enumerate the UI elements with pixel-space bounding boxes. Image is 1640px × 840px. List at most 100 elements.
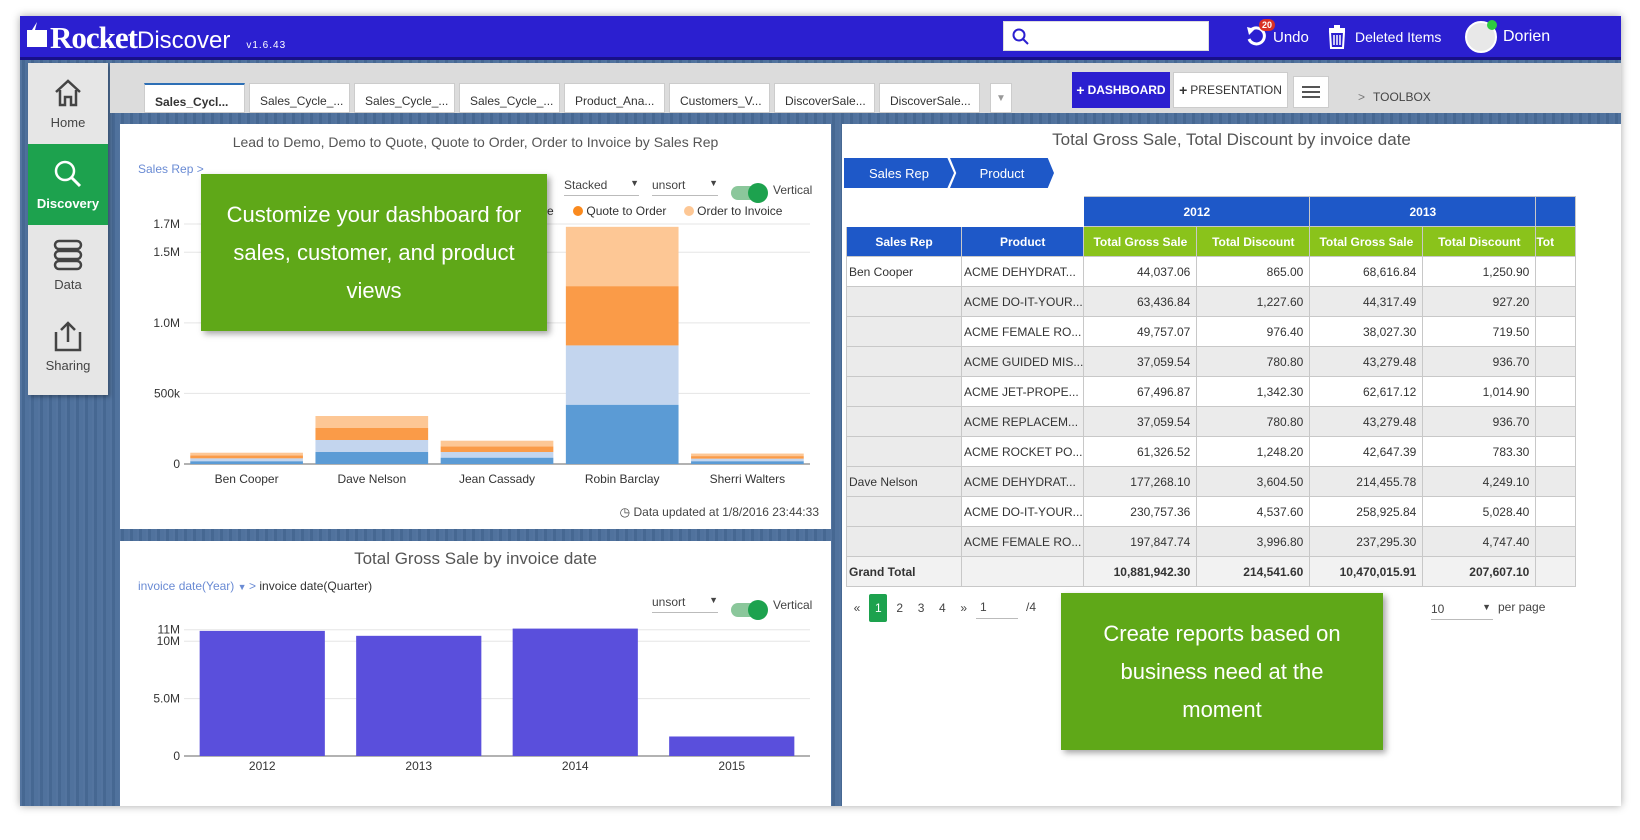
tab-sales-cycle-3[interactable]: Sales_Cycle_... — [354, 83, 455, 113]
pivot-crumb-product[interactable]: Product — [950, 158, 1054, 188]
sales-rep-cell: Ben Cooper — [846, 256, 962, 287]
page-button[interactable]: 4 — [939, 601, 946, 615]
page-button[interactable]: 2 — [896, 601, 904, 615]
column-header[interactable]: Tot — [1535, 226, 1577, 257]
breadcrumb-quarter: invoice date(Quarter) — [259, 579, 373, 593]
page-input[interactable]: 1 — [976, 600, 1018, 619]
sort-select[interactable]: unsort ▼ — [652, 595, 718, 613]
deleted-items-button[interactable]: Deleted Items — [1327, 24, 1441, 50]
logo-mark: Rocket — [50, 20, 138, 55]
search-box[interactable] — [1003, 21, 1209, 51]
stack-mode-select[interactable]: Stacked ▼ — [564, 178, 639, 196]
tab-overflow-dropdown[interactable]: ▼ — [990, 83, 1012, 113]
tab-product-analysis[interactable]: Product_Ana... — [564, 83, 665, 113]
plus-icon: + — [1179, 82, 1188, 98]
value-cell: 1,250.90 — [1422, 256, 1537, 287]
value-cell: 197,847.74 — [1083, 526, 1198, 557]
value-cell: 3,604.50 — [1196, 466, 1311, 497]
user-menu[interactable]: Dorien — [1465, 20, 1550, 53]
value-cell: 4,249.10 — [1422, 466, 1537, 497]
value-cell: 719.50 — [1422, 316, 1537, 347]
x-tick-label: 2014 — [562, 759, 589, 773]
page-button[interactable]: 1 — [869, 594, 888, 622]
legend-order-to-invoice: Order to Invoice — [697, 204, 783, 218]
menu-button[interactable] — [1293, 76, 1329, 108]
chevron-down-icon[interactable]: ▼ — [237, 582, 250, 592]
legend-dot — [573, 206, 584, 216]
product-cell: ACME DO-IT-YOUR... — [960, 496, 1085, 527]
sales-rep-cell — [846, 436, 962, 467]
toolbox-toggle[interactable]: > TOOLBOX — [1358, 90, 1431, 104]
vertical-toggle[interactable] — [731, 600, 768, 620]
product-cell: ACME FEMALE RO... — [960, 316, 1085, 347]
value-cell: 230,757.36 — [1083, 496, 1198, 527]
sidebar-item-discovery[interactable]: Discovery — [28, 144, 108, 225]
bar-segment — [691, 461, 804, 464]
sort-select[interactable]: unsort ▼ — [652, 178, 718, 196]
tab-strip: Sales_Cycl... Sales_Cycle_... Sales_Cycl… — [110, 63, 1621, 113]
bar-segment — [190, 461, 303, 464]
logo-product: Discover — [136, 27, 231, 54]
table-cell — [1535, 406, 1577, 437]
value-cell: 1,342.30 — [1196, 376, 1311, 407]
value-cell: 780.80 — [1196, 406, 1311, 437]
rocket-logo-icon — [27, 22, 47, 47]
sidebar-item-label: Discovery — [36, 196, 100, 211]
breadcrumb[interactable]: Sales Rep > — [138, 162, 204, 176]
tab-sales-cycle-2[interactable]: Sales_Cycle_... — [249, 83, 350, 113]
column-header[interactable]: Total Discount — [1422, 226, 1537, 257]
y-tick-label: 10M — [157, 634, 180, 648]
table-row: ACME ROCKET PO... 61,326.52 1,248.20 42,647… — [846, 436, 1577, 467]
column-header[interactable]: Total Discount — [1196, 226, 1311, 257]
tab-sales-cycle-1[interactable]: Sales_Cycl... — [144, 83, 245, 113]
breadcrumb-sales-rep[interactable]: Sales Rep — [138, 162, 194, 176]
clock-icon: ◷ — [619, 505, 631, 519]
tab-discover-sales-2[interactable]: DiscoverSale... — [879, 83, 980, 113]
sales-rep-cell — [846, 496, 962, 527]
value-cell: 63,436.84 — [1083, 286, 1198, 317]
hamburger-line — [1302, 91, 1320, 93]
sidebar-item-data[interactable]: Data — [28, 225, 108, 306]
bar-segment — [565, 286, 679, 346]
tab-sales-cycle-4[interactable]: Sales_Cycle_... — [459, 83, 560, 113]
table-cell — [1535, 496, 1577, 527]
table-cell — [1535, 376, 1577, 407]
x-tick-label: Dave Nelson — [337, 472, 406, 486]
add-presentation-button[interactable]: + PRESENTATION — [1173, 72, 1288, 108]
column-header[interactable]: Product — [960, 226, 1085, 257]
table-cell — [1535, 286, 1577, 317]
reports-callout: Create reports based on business need at… — [1061, 593, 1383, 750]
sales-rep-cell: Dave Nelson — [846, 466, 962, 497]
value-cell: 1,248.20 — [1196, 436, 1311, 467]
table-row: ACME FEMALE RO... 197,847.74 3,996.80 237,2… — [846, 526, 1577, 557]
value-cell: 49,757.07 — [1083, 316, 1198, 347]
add-dashboard-button[interactable]: + DASHBOARD — [1072, 72, 1170, 108]
chevron-down-icon: ▼ — [630, 178, 639, 188]
table-row: ACME DO-IT-YOUR... 63,436.84 1,227.60 44,31… — [846, 286, 1577, 317]
breadcrumb-year[interactable]: invoice date(Year) — [138, 579, 235, 593]
table-cell — [1535, 556, 1577, 587]
search-input[interactable] — [1038, 26, 1198, 46]
first-page-button[interactable]: « — [853, 601, 861, 615]
undo-button[interactable]: 20 Undo — [1245, 19, 1309, 50]
year-header-partial — [1535, 196, 1577, 227]
sidebar-item-sharing[interactable]: Sharing — [28, 306, 108, 387]
tab-customers[interactable]: Customers_V... — [669, 83, 770, 113]
database-icon — [53, 239, 83, 271]
tab-discover-sales-1[interactable]: DiscoverSale... — [774, 83, 875, 113]
value-cell: 976.40 — [1196, 316, 1311, 347]
page-button[interactable]: 3 — [917, 601, 925, 615]
value-cell: 783.30 — [1422, 436, 1537, 467]
vertical-toggle[interactable] — [731, 183, 768, 203]
x-tick-label: 2012 — [249, 759, 276, 773]
column-header[interactable]: Total Gross Sale — [1083, 226, 1198, 257]
pivot-crumb-sales-rep[interactable]: Sales Rep — [844, 158, 954, 188]
sidebar-item-home[interactable]: Home — [28, 63, 108, 144]
undo-label: Undo — [1273, 28, 1309, 46]
product-cell: ACME DEHYDRAT... — [960, 256, 1085, 287]
column-header[interactable]: Total Gross Sale — [1309, 226, 1424, 257]
last-page-button[interactable]: » — [960, 601, 968, 615]
per-page-select[interactable]: 10 ▼ — [1431, 602, 1493, 620]
sort-value: unsort — [652, 595, 686, 609]
column-header[interactable]: Sales Rep — [846, 226, 962, 257]
